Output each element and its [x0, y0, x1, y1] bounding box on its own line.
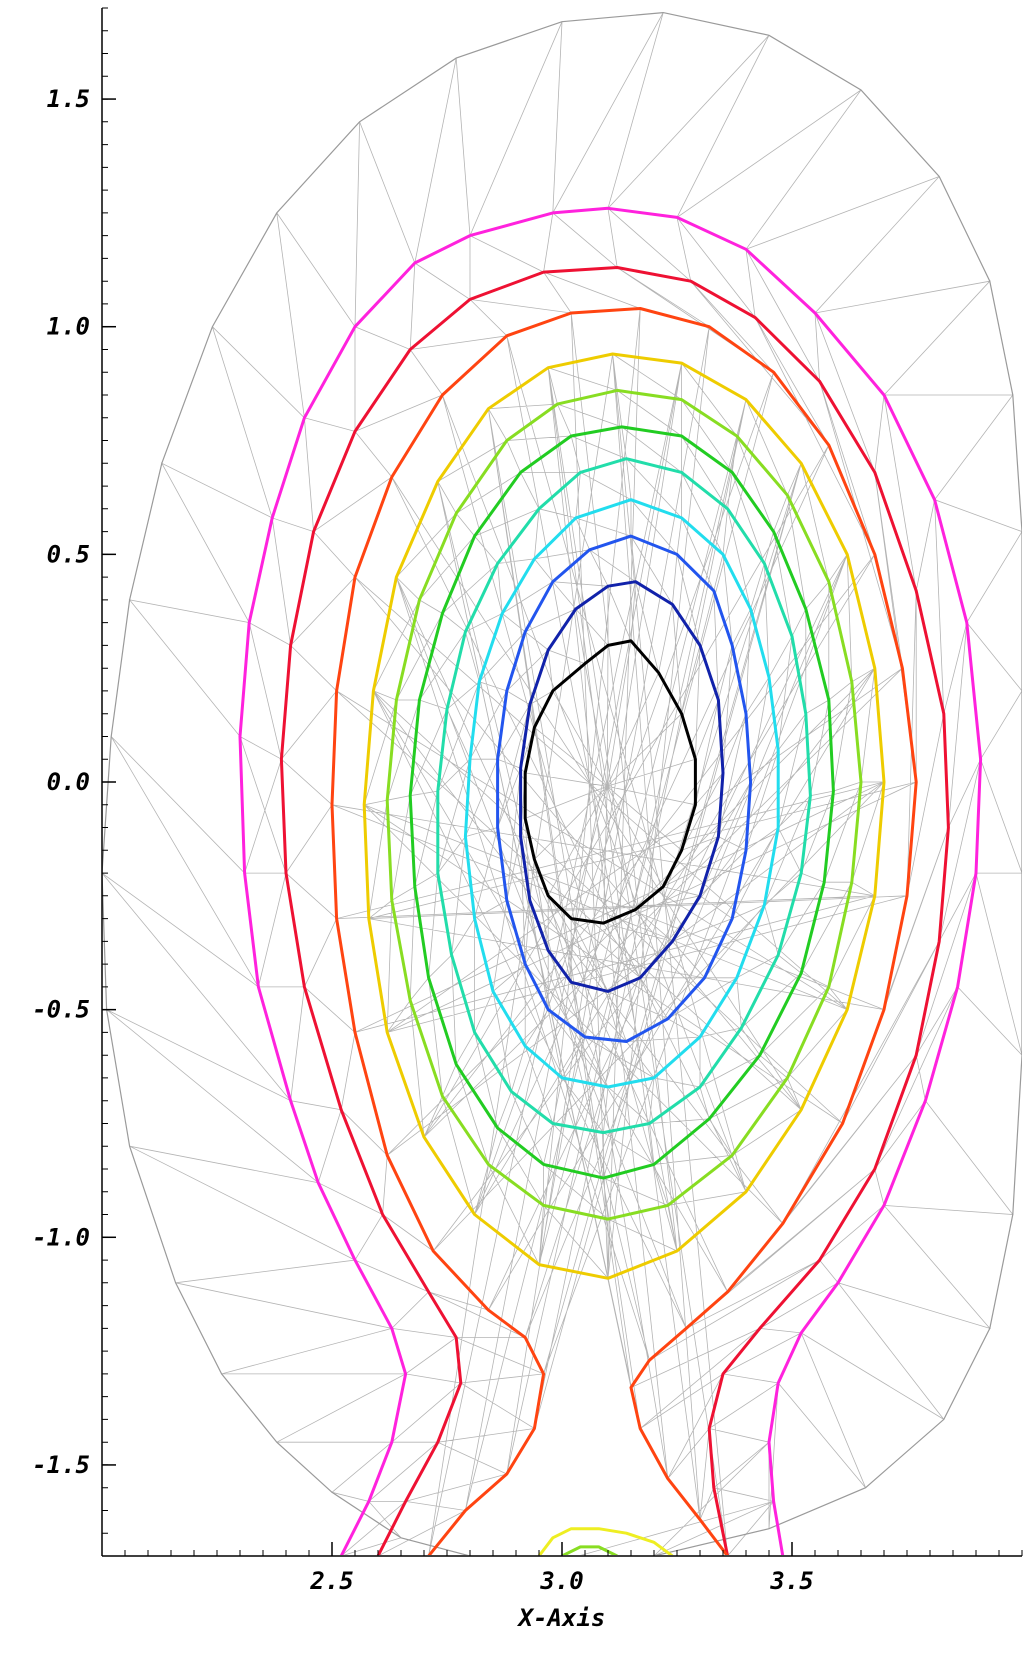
closed-contour-5	[496, 534, 753, 1043]
y-tick-label: 1.0	[47, 313, 90, 341]
flux-contours	[238, 206, 983, 1555]
open-contour-3	[537, 1527, 674, 1555]
closed-contour-2	[408, 425, 835, 1180]
mesh-outer-boundary	[102, 11, 1022, 1555]
closed-contour-1	[385, 388, 863, 1221]
x-axis-ticks: 2.5 3.0 3.5	[309, 1542, 814, 1595]
y-tick-label: -1.5	[32, 1451, 90, 1479]
x-axis-title: X-Axis	[517, 1604, 606, 1632]
closed-contour-0	[362, 352, 886, 1280]
y-tick-label: 0.5	[47, 540, 90, 568]
y-tick-label: -1.0	[32, 1223, 90, 1251]
open-contour-1	[279, 266, 950, 1555]
mesh-boundary	[102, 11, 1022, 1555]
open-contour-2	[330, 307, 918, 1555]
y-tick-label: 0.0	[47, 768, 90, 796]
x-tick-label: 3.5	[769, 1567, 813, 1595]
x-tick-label: 3.0	[539, 1567, 583, 1595]
closed-contour-4	[463, 498, 780, 1089]
y-tick-label: -0.5	[32, 996, 90, 1024]
closed-contour-7	[523, 639, 697, 925]
closed-contour-3	[436, 457, 812, 1135]
y-tick-label: 1.5	[47, 85, 90, 113]
closed-contour-6	[519, 580, 725, 993]
x-tick-label: 2.5	[309, 1567, 353, 1595]
open-contour-0	[238, 206, 983, 1555]
y-axis-ticks: 1.5 1.0 0.5 0.0 -0.5 -1.0 -1.5	[32, 85, 116, 1479]
